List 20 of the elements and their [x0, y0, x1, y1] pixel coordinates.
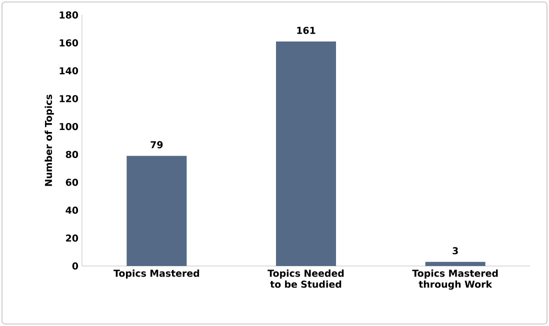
- y-tick-label: 0: [72, 262, 78, 270]
- bar: [276, 41, 336, 266]
- data-label: 79: [150, 141, 163, 148]
- x-tick-label: Topics Mastered: [114, 270, 200, 279]
- x-tick-label: Topics Mastered through Work: [412, 270, 498, 290]
- bar: [425, 262, 486, 266]
- data-label: 161: [297, 26, 316, 34]
- y-tick-label: 180: [60, 11, 78, 19]
- y-axis-title: Number of Topics: [44, 94, 54, 186]
- y-tick-label: 40: [66, 206, 78, 214]
- bar: [126, 156, 187, 266]
- y-tick-label: 160: [60, 39, 78, 46]
- y-tick-label: 100: [60, 122, 78, 130]
- data-label: 3: [452, 247, 458, 254]
- y-tick-label: 140: [60, 67, 78, 74]
- y-tick-label: 120: [60, 95, 78, 102]
- y-tick-label: 20: [66, 234, 78, 242]
- x-tick-label: Topics Needed to be Studied: [268, 270, 344, 288]
- y-tick-label: 80: [66, 150, 78, 158]
- y-tick-label: 60: [66, 178, 78, 186]
